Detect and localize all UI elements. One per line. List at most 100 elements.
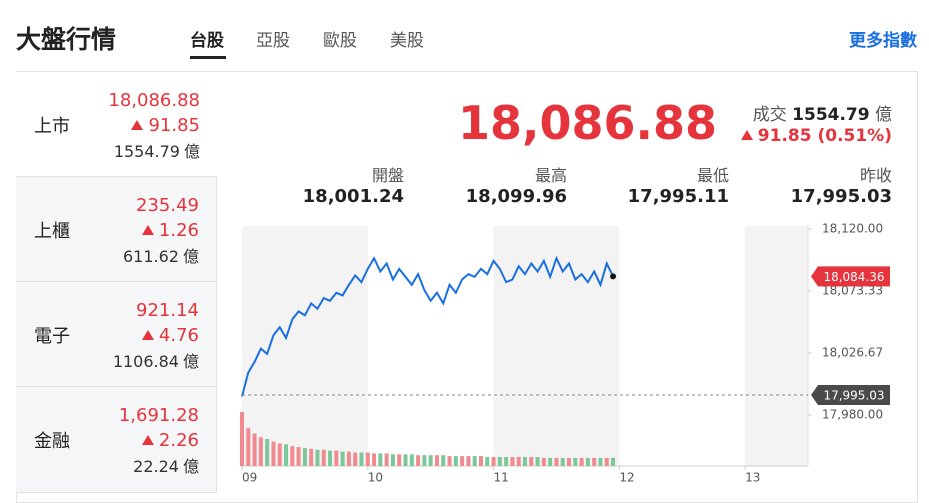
index-name: 上市: [34, 116, 70, 137]
index-name: 上櫃: [34, 221, 70, 242]
volume-bar: [296, 447, 301, 466]
volume-bar: [491, 457, 496, 466]
index-change-value: 2.26: [158, 430, 199, 451]
volume-bar: [460, 456, 465, 466]
last-point: [610, 273, 617, 280]
volume-bar: [315, 449, 320, 466]
volume-bar: [409, 454, 414, 466]
tab[interactable]: 美股: [390, 31, 424, 51]
index-change: 91.85: [131, 115, 200, 136]
volume-bar: [560, 457, 565, 466]
volume-bar: [321, 449, 326, 466]
volume-bar: [346, 451, 351, 466]
price-tag: [811, 385, 890, 406]
volume-bar: [478, 456, 483, 466]
y-tick-label: 18,073.33: [822, 284, 883, 298]
index-volume: 1554.79 億: [114, 138, 200, 162]
index-price: 1,691.28: [118, 405, 199, 426]
stat-value: 17,995.03: [790, 186, 892, 207]
volume-value: 1554.79: [792, 105, 870, 125]
index-volume: 611.62 億: [123, 243, 199, 267]
price-line: [241, 255, 614, 397]
page-title: 大盤行情: [16, 25, 117, 54]
stat-value: 18,099.96: [465, 186, 567, 207]
volume-bar: [258, 437, 263, 466]
volume-bar: [340, 451, 345, 466]
main-change: 91.85 (0.51%): [740, 126, 892, 146]
volume-bar: [365, 452, 370, 466]
volume-bar: [252, 433, 257, 466]
volume-bar: [585, 457, 590, 466]
x-tick-label: 09: [242, 471, 257, 485]
volume-bar: [548, 457, 553, 466]
index-volume-value: 611.62: [123, 247, 179, 266]
index-change-value: 1.26: [158, 220, 199, 241]
index-item[interactable]: 金融 1,691.28 2.26 22.24 億: [16, 387, 217, 493]
volume-bar: [485, 457, 490, 466]
hour-band: [242, 226, 368, 466]
x-tick-label: 13: [745, 471, 760, 485]
volume-bar: [434, 455, 439, 466]
hour-band: [493, 226, 620, 466]
volume-bar: [372, 453, 377, 466]
volume-bar: [516, 457, 521, 466]
volume-bar: [302, 448, 307, 466]
y-tick-label: 18,026.67: [822, 345, 883, 359]
tab[interactable]: 歐股: [323, 31, 357, 51]
volume-bar: [504, 457, 509, 466]
index-change: 1.26: [141, 220, 199, 241]
volume-label: 成交: [752, 105, 787, 125]
volume-bar: [523, 457, 527, 466]
index-volume-value: 1554.79: [113, 142, 180, 161]
price-tag-label: 17,995.03: [823, 389, 884, 403]
volume-bar: [604, 457, 609, 466]
volume-bar: [277, 443, 282, 466]
y-tick-label: 18,120.00: [822, 222, 883, 236]
x-tick-label: 10: [368, 471, 383, 485]
volume-bar: [422, 455, 427, 466]
volume-bar: [403, 454, 408, 466]
volume-bar: [246, 428, 251, 466]
volume-bar: [497, 457, 502, 466]
index-volume-value: 1106.84: [112, 352, 179, 371]
index-item[interactable]: 上櫃 235.49 1.26 611.62 億: [16, 177, 217, 282]
more-link[interactable]: 更多指數: [849, 31, 917, 51]
volume-line: 成交 1554.79 億: [753, 100, 892, 125]
index-price: 18,086.88: [108, 90, 200, 111]
volume-bar: [472, 456, 477, 466]
volume-bar: [510, 457, 515, 466]
volume-bar: [541, 457, 546, 466]
volume-bar: [611, 457, 616, 466]
price-tag: [811, 266, 890, 287]
volume-bar: [309, 448, 314, 466]
volume-bar: [573, 457, 578, 466]
index-price: 921.14: [136, 300, 199, 321]
hour-band: [745, 226, 808, 466]
volume-bar: [598, 457, 603, 466]
stat-label: 最高: [534, 166, 567, 185]
index-price: 235.49: [136, 195, 199, 216]
tab[interactable]: 台股: [190, 31, 224, 51]
index-item[interactable]: 電子 921.14 4.76 1106.84 億: [16, 282, 217, 387]
volume-bar: [592, 457, 597, 466]
price-tag-label: 18,084.36: [823, 270, 884, 284]
stat-value: 18,001.24: [302, 186, 404, 207]
volume-bar: [447, 456, 452, 466]
volume-bar: [397, 454, 402, 466]
index-volume-unit: 億: [183, 142, 200, 161]
volume-bar: [441, 455, 446, 466]
index-volume: 1106.84 億: [113, 348, 199, 372]
volume-bar: [378, 453, 383, 466]
x-tick-label: 11: [494, 471, 509, 485]
volume-bar: [328, 450, 333, 466]
volume-bar: [466, 456, 471, 466]
volume-bar: [390, 454, 395, 466]
volume-bar: [265, 439, 270, 466]
tab[interactable]: 亞股: [256, 31, 290, 51]
index-item[interactable]: 上市 18,086.88 91.85 1554.79 億: [16, 72, 217, 177]
volume-bar: [334, 450, 339, 466]
volume-bar: [567, 457, 572, 466]
index-change: 4.76: [141, 325, 199, 346]
stat-label: 昨收: [859, 166, 892, 185]
